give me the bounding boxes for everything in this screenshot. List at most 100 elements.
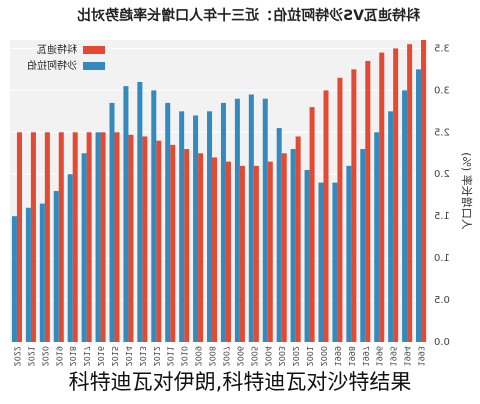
y-tick-label: 0.5 (434, 295, 450, 306)
bar (16, 132, 22, 342)
bar (393, 48, 399, 343)
y-tick-label: 0.0 (434, 337, 450, 348)
bar (337, 77, 343, 342)
x-tick-label: 2010 (180, 346, 189, 366)
bar (137, 81, 143, 342)
bar (346, 165, 352, 342)
x-tick-label: 2003 (277, 346, 286, 366)
x-tick-label: 1998 (347, 346, 356, 366)
x-tick-label: 1995 (389, 346, 398, 366)
x-tick-label: 2008 (208, 346, 217, 366)
x-tick-label: 2022 (12, 346, 21, 366)
y-tick-label: 2.0 (434, 169, 450, 180)
bar (142, 136, 148, 342)
bar (276, 128, 282, 342)
bar (318, 182, 324, 342)
y-tick-label: 3.5 (434, 43, 450, 54)
bar (58, 132, 64, 342)
legend-swatch (83, 46, 105, 54)
bar (207, 111, 213, 342)
bar (248, 94, 254, 343)
x-tick-label: 2020 (40, 346, 49, 366)
y-axis-label: 人口增长率 (%) (460, 152, 474, 230)
x-tick-label: 2014 (124, 346, 133, 366)
bar (81, 153, 87, 342)
y-tick-label: 1.0 (434, 253, 450, 264)
bar (262, 98, 268, 342)
y-tick-label: 3.0 (434, 85, 450, 96)
bar (179, 111, 185, 342)
bar (95, 132, 101, 342)
x-tick-label: 1994 (403, 346, 412, 366)
x-tick-label: 2011 (166, 346, 175, 366)
bar (421, 40, 427, 342)
bar (388, 111, 394, 342)
x-tick-label: 2000 (319, 346, 328, 366)
chart-title: 科特迪瓦VS沙特阿拉伯：近三十年人口增长率趋势对比 (77, 7, 420, 24)
bar (170, 144, 176, 342)
caption: 科特迪瓦对伊朗,科特迪瓦对沙特结果 (69, 370, 412, 394)
bar (11, 216, 17, 342)
x-tick-label: 1993 (417, 346, 426, 366)
bar (402, 90, 408, 342)
x-tick-label: 2021 (26, 346, 35, 366)
bar (198, 153, 204, 342)
bar (100, 132, 106, 342)
bar (267, 161, 273, 342)
y-tick-label: 1.5 (434, 211, 450, 222)
legend-label: 沙特阿拉伯 (27, 59, 77, 72)
x-tick-label: 2013 (138, 346, 147, 366)
bar (365, 60, 371, 342)
bar (220, 102, 226, 343)
x-tick-label: 2017 (82, 346, 91, 366)
bar (114, 132, 120, 342)
bar (44, 132, 50, 342)
x-tick-label: 2009 (194, 346, 203, 366)
bar (86, 132, 92, 342)
bar (360, 149, 366, 342)
bar (234, 98, 240, 342)
bar (67, 174, 73, 342)
x-tick-label: 2007 (221, 346, 230, 366)
bar (374, 132, 380, 342)
bar (309, 107, 315, 342)
bar (225, 161, 231, 342)
chart: 科特迪瓦VS沙特阿拉伯：近三十年人口增长率趋势对比 0.0 0.5 1.0 1.5 2.… (10, 7, 474, 366)
x-tick-label: 2019 (54, 346, 63, 366)
bar (109, 102, 115, 343)
bar (239, 165, 245, 342)
bar (156, 140, 162, 342)
x-tick-label: 1999 (333, 346, 342, 366)
bar (304, 170, 310, 342)
bar (165, 102, 171, 343)
bar (212, 157, 218, 342)
bar (151, 90, 157, 342)
x-tick-label: 2002 (291, 346, 300, 366)
x-tick-label: 2016 (96, 346, 105, 366)
bar (253, 165, 259, 342)
legend-label: 科特迪瓦 (37, 43, 77, 56)
bar (295, 136, 301, 342)
bar (323, 90, 329, 342)
bar (53, 191, 59, 342)
x-tick-label: 2015 (110, 346, 119, 366)
bar (123, 86, 129, 342)
bar (416, 69, 422, 342)
bar (290, 149, 296, 342)
x-tick-label: 2012 (152, 346, 161, 366)
x-tick-label: 2006 (235, 346, 244, 366)
x-tick-label: 2004 (263, 346, 272, 366)
x-tick-label: 1997 (361, 346, 370, 366)
bar (281, 153, 287, 342)
bar (25, 207, 31, 342)
x-tick-label: 1996 (375, 346, 384, 366)
bar (39, 203, 45, 342)
bar (351, 69, 357, 342)
x-tick-label: 2005 (249, 346, 258, 366)
bar (407, 44, 413, 342)
x-tick-label: 2001 (305, 346, 314, 366)
y-tick-label: 2.5 (434, 127, 450, 138)
bar (379, 52, 385, 342)
x-tick-label: 2018 (68, 346, 77, 366)
